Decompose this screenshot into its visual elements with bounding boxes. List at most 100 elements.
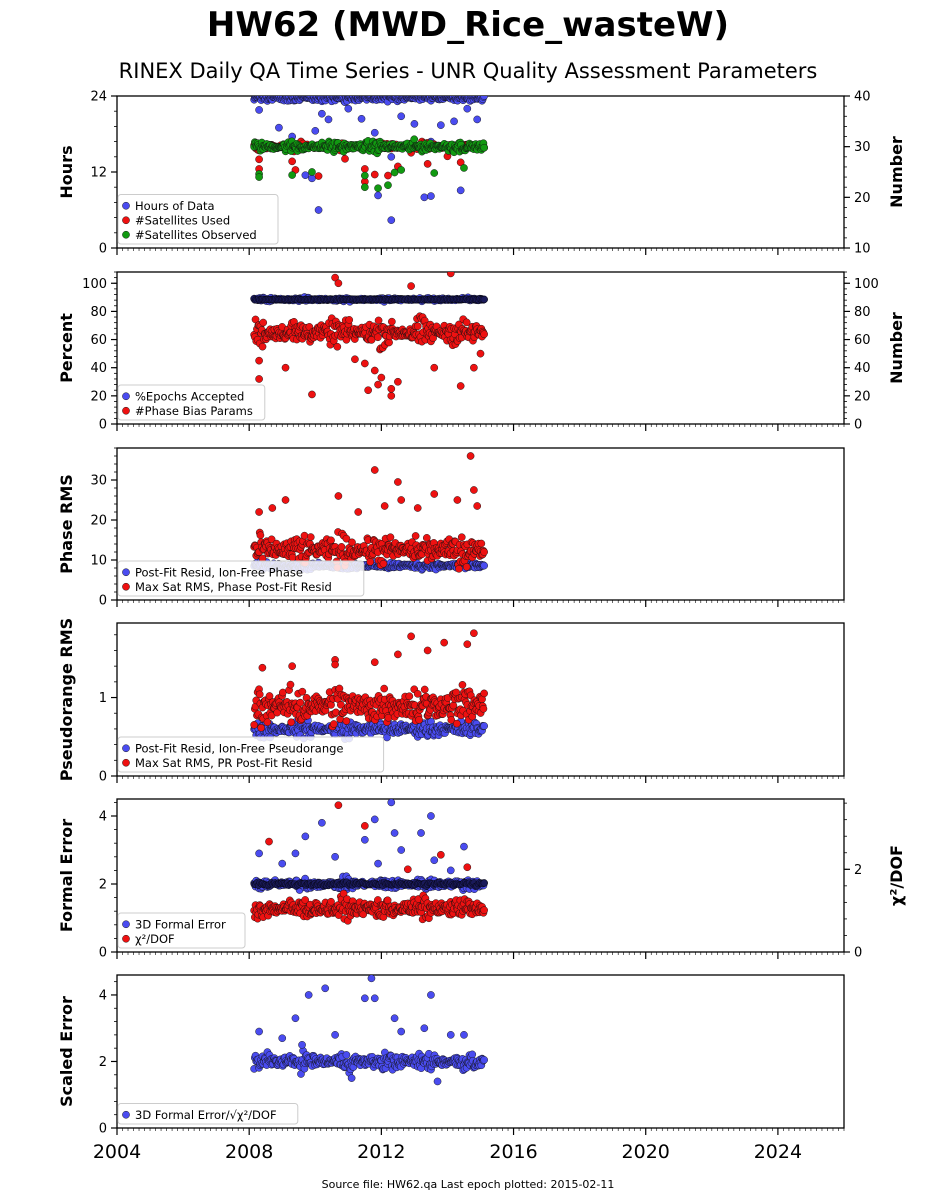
data-point — [332, 708, 340, 717]
data-point-outlier — [394, 650, 402, 659]
y2-tick-label: 30 — [854, 140, 871, 155]
data-point-outlier — [427, 192, 435, 200]
data-point — [298, 687, 307, 696]
data-point-outlier — [384, 171, 392, 180]
panel-3: 0 10 20 30 Phase RMS Post-Fit Resid, Ion-Free… — [57, 447, 845, 609]
data-points — [250, 272, 488, 400]
chart-title: HW62 (MWD_Rice_wasteW) — [207, 5, 729, 45]
y2-axis-label: Number — [887, 312, 906, 384]
data-point — [458, 681, 467, 689]
data-point — [342, 534, 351, 543]
data-point-outlier — [374, 184, 382, 193]
data-point-outlier — [384, 181, 392, 189]
data-point-outlier — [473, 502, 482, 510]
data-point-outlier — [255, 375, 263, 383]
data-point-outlier — [255, 849, 263, 858]
legend-marker — [122, 230, 130, 239]
series-2 — [250, 629, 488, 732]
data-point-outlier — [394, 377, 402, 386]
data-point — [306, 533, 315, 541]
data-point — [342, 717, 351, 725]
data-point-outlier — [324, 115, 333, 124]
data-point — [267, 535, 276, 544]
series-1 — [250, 799, 488, 894]
legend-label: Hours of Data — [135, 199, 215, 213]
data-point-outlier — [374, 191, 382, 200]
data-point — [380, 684, 388, 693]
legend-label: #Satellites Observed — [135, 228, 257, 242]
data-point-outlier — [403, 865, 412, 874]
y-tick-label: 2 — [99, 878, 107, 893]
data-point — [330, 720, 338, 728]
data-point — [480, 879, 488, 887]
data-point — [388, 317, 396, 326]
data-point-outlier — [314, 206, 323, 214]
y2-tick-label: 40 — [854, 361, 871, 376]
data-point-outlier — [423, 160, 432, 168]
data-point — [480, 143, 488, 152]
data-point — [257, 723, 265, 732]
y2-tick-label: 10 — [854, 242, 871, 257]
data-point — [411, 532, 420, 540]
legend-label: %Epochs Accepted — [135, 389, 244, 403]
data-point — [480, 722, 488, 730]
legend-box — [117, 736, 385, 773]
y2-tick-label: 20 — [854, 191, 871, 206]
data-point — [457, 533, 466, 542]
data-point-outlier — [427, 812, 435, 820]
y2-tick-label: 0 — [854, 946, 862, 961]
data-point-outlier — [265, 837, 273, 846]
data-point — [286, 680, 295, 689]
y-tick-label: 0 — [99, 594, 107, 609]
legend-marker — [122, 216, 130, 225]
data-point — [379, 559, 388, 568]
data-point-outlier — [344, 104, 353, 113]
data-point — [413, 690, 422, 698]
y2-tick-label: 80 — [854, 305, 871, 320]
y2-axis-label: Number — [887, 136, 906, 208]
data-point-outlier — [255, 173, 263, 181]
y2-tick-label: 100 — [854, 277, 879, 292]
data-point-outlier — [390, 829, 399, 837]
y-tick-label: 12 — [90, 166, 107, 181]
data-point-outlier — [460, 164, 468, 172]
data-point — [477, 539, 486, 548]
data-point-outlier — [460, 842, 468, 851]
legend-marker — [122, 758, 130, 767]
y2-tick-label: 40 — [854, 90, 871, 105]
data-point-outlier — [430, 490, 439, 498]
data-point-outlier — [361, 822, 369, 830]
data-point — [250, 721, 258, 729]
data-point-outlier — [314, 172, 323, 180]
data-point-outlier — [387, 216, 396, 224]
data-point-outlier — [291, 849, 300, 858]
data-point-outlier — [374, 380, 382, 389]
data-point-outlier — [370, 366, 379, 375]
data-point-outlier — [370, 170, 379, 179]
chart-subtitle: RINEX Daily QA Time Series - UNR Quality… — [119, 59, 818, 83]
y-axis-label: Percent — [57, 313, 76, 383]
y2-tick-label: 2 — [854, 863, 862, 878]
legend: Hours of Data#Satellites Used#Satellites… — [117, 194, 279, 245]
data-point — [480, 330, 488, 339]
legend-marker — [122, 406, 130, 415]
data-point — [405, 692, 414, 701]
data-point-outlier — [255, 155, 263, 164]
data-point — [462, 563, 471, 571]
data-point-outlier — [397, 166, 406, 174]
data-point-outlier — [437, 850, 445, 859]
legend-marker — [122, 392, 130, 401]
data-point-outlier — [413, 504, 422, 512]
data-points — [250, 629, 488, 743]
y-tick-label: 1 — [99, 691, 107, 706]
data-point-outlier — [354, 508, 363, 516]
data-point-outlier — [446, 866, 455, 875]
legend-marker — [122, 744, 130, 753]
data-point — [345, 316, 354, 324]
data-point-outlier — [470, 486, 478, 494]
data-point-outlier — [334, 279, 343, 288]
data-point-outlier — [255, 106, 263, 114]
legend-box — [117, 560, 365, 597]
